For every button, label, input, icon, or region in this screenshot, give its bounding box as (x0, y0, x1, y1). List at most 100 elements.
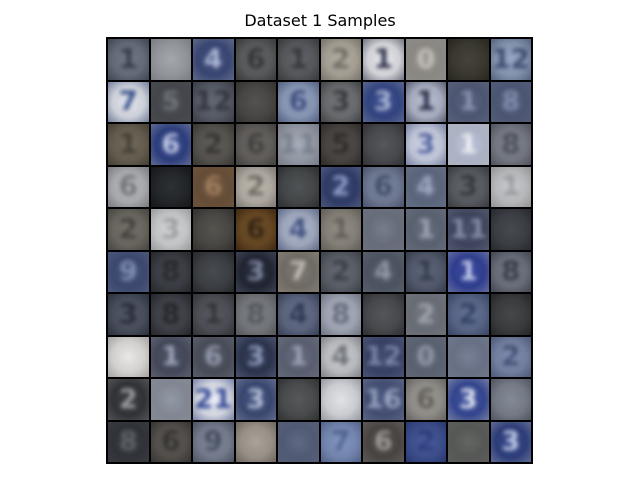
digit-glyph: 7 (288, 256, 308, 288)
sample-thumbnail: 1 (490, 166, 531, 207)
digit-glyph: 1 (331, 213, 351, 245)
sample-thumbnail: 2 (320, 39, 361, 80)
digit-glyph: 2 (501, 341, 521, 373)
digit-glyph: 3 (373, 86, 393, 118)
sample-thumbnail: 7 (108, 81, 149, 122)
sample-thumbnail (320, 379, 361, 420)
digit-glyph: 1 (118, 43, 138, 75)
digit-glyph: 2 (331, 256, 351, 288)
digit-glyph: 3 (161, 213, 181, 245)
sample-thumbnail: 4 (363, 251, 404, 292)
sample-thumbnail: 3 (320, 81, 361, 122)
sample-thumbnail (150, 39, 191, 80)
sample-thumbnail: 6 (193, 166, 234, 207)
digit-glyph: 2 (118, 383, 138, 415)
sample-thumbnail: 21 (193, 379, 234, 420)
digit-glyph: 4 (288, 213, 308, 245)
sample-thumbnail: 1 (448, 124, 489, 165)
digit-glyph: 1 (458, 86, 478, 118)
digit-glyph: 3 (458, 383, 478, 415)
digit-glyph: 6 (161, 128, 181, 160)
sample-thumbnail: 7 (320, 421, 361, 462)
digit-glyph: 6 (373, 426, 393, 458)
digit-glyph: 3 (331, 86, 351, 118)
sample-thumbnail (278, 379, 319, 420)
sample-thumbnail: 8 (235, 294, 276, 335)
digit-glyph: 16 (364, 383, 403, 415)
sample-thumbnail: 12 (490, 39, 531, 80)
sample-thumbnail: 3 (235, 251, 276, 292)
sample-thumbnail (363, 209, 404, 250)
sample-thumbnail: 8 (320, 294, 361, 335)
sample-thumbnail: 2 (490, 336, 531, 377)
sample-thumbnail: 8 (490, 251, 531, 292)
digit-glyph: 1 (288, 341, 308, 373)
sample-thumbnail: 6 (235, 124, 276, 165)
digit-glyph: 9 (118, 256, 138, 288)
sample-thumbnail: 12 (363, 336, 404, 377)
digit-glyph: 5 (331, 128, 351, 160)
sample-thumbnail: 6 (150, 421, 191, 462)
sample-thumbnail: 3 (150, 209, 191, 250)
digit-glyph: 3 (246, 256, 266, 288)
figure-title: Dataset 1 Samples (244, 11, 396, 30)
digit-glyph: 6 (246, 213, 266, 245)
sample-thumbnail: 11 (448, 209, 489, 250)
digit-glyph: 3 (246, 341, 266, 373)
sample-thumbnail: 2 (320, 166, 361, 207)
sample-thumbnail (490, 209, 531, 250)
digit-glyph: 1 (118, 128, 138, 160)
sample-thumbnail: 3 (235, 336, 276, 377)
sample-thumbnail (278, 421, 319, 462)
digit-glyph: 4 (416, 171, 436, 203)
sample-thumbnail: 16 (363, 379, 404, 420)
digit-glyph: 3 (118, 298, 138, 330)
digit-glyph: 2 (118, 213, 138, 245)
sample-thumbnail: 5 (150, 81, 191, 122)
sample-thumbnail: 6 (235, 39, 276, 80)
digit-glyph: 8 (501, 256, 521, 288)
sample-thumbnail: 1 (193, 294, 234, 335)
sample-thumbnail: 1 (405, 209, 446, 250)
digit-glyph: 2 (203, 128, 223, 160)
sample-thumbnail: 4 (405, 166, 446, 207)
digit-glyph: 2 (416, 298, 436, 330)
sample-thumbnail: 2 (320, 251, 361, 292)
digit-glyph: 4 (373, 256, 393, 288)
sample-thumbnail: 4 (278, 294, 319, 335)
sample-thumbnail: 2 (405, 294, 446, 335)
digit-glyph: 3 (246, 383, 266, 415)
sample-thumbnail: 3 (235, 379, 276, 420)
sample-thumbnail: 9 (193, 421, 234, 462)
digit-glyph: 6 (203, 341, 223, 373)
sample-thumbnail (235, 81, 276, 122)
digit-glyph: 1 (416, 86, 436, 118)
sample-thumbnail (490, 294, 531, 335)
sample-thumbnail: 2 (108, 379, 149, 420)
sample-thumbnail: 1 (405, 81, 446, 122)
digit-glyph: 6 (246, 128, 266, 160)
digit-glyph: 2 (416, 426, 436, 458)
sample-thumbnail: 12 (193, 81, 234, 122)
digit-glyph: 1 (161, 341, 181, 373)
sample-thumbnail: 3 (363, 81, 404, 122)
sample-thumbnail (150, 166, 191, 207)
digit-glyph: 12 (194, 86, 233, 118)
sample-thumbnail: 1 (278, 39, 319, 80)
sample-thumbnail: 2 (108, 209, 149, 250)
digit-glyph: 12 (491, 43, 530, 75)
digit-glyph: 12 (364, 341, 403, 373)
digit-glyph: 11 (449, 213, 488, 245)
digit-glyph: 1 (373, 43, 393, 75)
sample-thumbnail: 6 (278, 81, 319, 122)
digit-glyph: 6 (288, 86, 308, 118)
sample-thumbnail: 8 (490, 81, 531, 122)
sample-thumbnail: 1 (150, 336, 191, 377)
digit-glyph: 2 (246, 171, 266, 203)
digit-glyph: 1 (416, 213, 436, 245)
sample-thumbnail: 4 (278, 209, 319, 250)
sample-thumbnail: 8 (108, 421, 149, 462)
digit-glyph: 11 (279, 128, 318, 160)
sample-thumbnail (235, 421, 276, 462)
sample-thumbnail: 0 (405, 39, 446, 80)
